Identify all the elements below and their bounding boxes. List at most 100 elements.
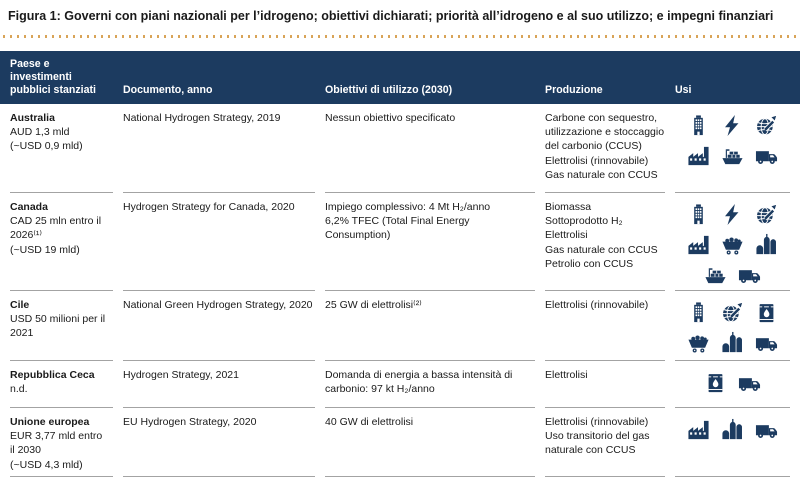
transport-icon [754,418,779,441]
objective-line: Nessun obiettivo specificato [325,112,456,125]
mining-icon [686,331,711,354]
column-header-documento: Documento, anno [123,84,213,97]
investment-line: il 2030 [10,444,41,457]
table-row: Australia AUD 1,3 mld (~USD 0,9 mld) Nation… [0,104,800,192]
investment-line: (~USD 0,9 mld) [10,140,83,153]
column-header-paese: Paese e investimenti pubblici stanziati [10,57,96,97]
bottom-border-segment [545,475,665,477]
cell-uses [675,192,790,290]
cell-country-investment: Cile USD 50 milioni per il 2021 [10,290,113,360]
cell-production: Carbone con sequestro, utilizzazione e s… [545,104,665,192]
cell-document: Hydrogen Strategy for Canada, 2020 [123,192,315,290]
electricity-icon [720,114,745,137]
cell-uses [675,290,790,360]
building-icon [686,203,711,226]
table-row: Cile USD 50 milioni per il 2021 National Gr… [0,290,800,360]
transport-icon [754,331,779,354]
investment-line: AUD 1,3 mld [10,126,70,139]
table-row: Repubblica Ceca n.d. Hydrogen Strategy, 20… [0,360,800,407]
production-item: Elettrolisi [545,229,588,242]
uses-icon-group [675,368,790,394]
cell-objectives: 25 GW di elettrolisi⁽²⁾ [325,290,535,360]
refinery-icon [754,233,779,256]
transport-icon [737,371,762,394]
investment-line: n.d. [10,383,28,396]
uses-icon-group [675,200,790,286]
shipping-icon [703,263,728,286]
cell-production: Elettrolisi (rinnovabile) Uso transitorio… [545,407,665,475]
column-header-obiettivi: Obiettivi di utilizzo (2030) [325,84,453,97]
bottom-border-segment [123,475,315,477]
document-name: EU Hydrogen Strategy, 2020 [123,416,257,429]
electricity-icon [720,203,745,226]
export-icon [720,301,745,324]
objective-line: Impiego complessivo: 4 Mt H₂/anno [325,201,491,214]
uses-icon-group [675,415,790,441]
oil-icon [754,301,779,324]
figure-title: Figura 1: Governi con piani nazionali pe… [8,9,774,23]
cell-production: Elettrolisi [545,360,665,407]
mining-icon [720,233,745,256]
industry-icon [686,418,711,441]
production-item: Carbone con sequestro, utilizzazione e s… [545,112,665,153]
cell-objectives: Domanda di energia a bassa intensità di … [325,360,535,407]
industry-icon [686,144,711,167]
column-header-produzione: Produzione [545,84,603,97]
production-item: Sottoprodotto H₂ [545,215,623,228]
investment-line: USD 50 milioni per il [10,313,106,326]
production-item: Elettrolisi [545,369,588,382]
cell-document: National Green Hydrogen Strategy, 2020 [123,290,315,360]
cell-document: EU Hydrogen Strategy, 2020 [123,407,315,475]
production-item: Gas naturale con CCUS [545,243,658,256]
refinery-icon [720,418,745,441]
country-name: Repubblica Ceca [10,369,95,382]
investment-line: EUR 3,77 mld entro [10,430,103,443]
investment-line: 2021 [10,327,34,340]
industry-icon [686,233,711,256]
country-name: Cile [10,299,30,312]
document-name: National Green Hydrogen Strategy, 2020 [123,299,313,312]
cell-country-investment: Canada CAD 25 mln entro il 2026⁽¹⁾ (~USD 19… [10,192,113,290]
cell-production: Elettrolisi (rinnovabile) [545,290,665,360]
objective-line: 40 GW di elettrolisi [325,416,414,429]
building-icon [686,114,711,137]
cell-uses [675,360,790,407]
bottom-border-segment [675,475,790,477]
objective-line: Domanda di energia a bassa intensità di … [325,369,513,396]
uses-icon-group [675,298,790,354]
export-icon [754,203,779,226]
document-name: Hydrogen Strategy for Canada, 2020 [123,201,295,214]
country-name: Canada [10,201,48,214]
objective-line: 25 GW di elettrolisi⁽²⁾ [325,299,422,312]
cell-objectives: Nessun obiettivo specificato [325,104,535,192]
production-item: Petrolio con CCUS [545,257,634,270]
transport-icon [754,144,779,167]
cell-objectives: 40 GW di elettrolisi [325,407,535,475]
objective-line: 6,2% TFEC (Total Final Energy Consumptio… [325,215,470,242]
investment-line: (~USD 4,3 mld) [10,458,83,471]
document-name: Hydrogen Strategy, 2021 [123,369,239,382]
building-icon [686,301,711,324]
table-bottom-border [0,475,800,477]
production-item: Elettrolisi (rinnovabile) [545,416,649,429]
country-name: Unione europea [10,416,90,429]
cell-uses [675,407,790,475]
investment-line: (~USD 19 mld) [10,243,80,256]
production-item: Elettrolisi (rinnovabile) [545,299,649,312]
bottom-border-segment [10,475,113,477]
table-body: Australia AUD 1,3 mld (~USD 0,9 mld) Nation… [0,104,800,477]
cell-country-investment: Unione europea EUR 3,77 mld entro il 2030(… [10,407,113,475]
production-item: Biomassa [545,201,592,214]
table-row: Canada CAD 25 mln entro il 2026⁽¹⁾ (~USD 19… [0,192,800,290]
table-row: Unione europea EUR 3,77 mld entro il 2030(… [0,407,800,475]
column-header-usi: Usi [675,84,692,97]
production-item: Uso transitorio del gas naturale con CCU… [545,430,650,457]
investment-line: CAD 25 mln entro il [10,215,102,228]
cell-production: Biomassa Sottoprodotto H₂ Elettrolisi Gas n… [545,192,665,290]
dotted-divider [3,34,797,38]
cell-country-investment: Australia AUD 1,3 mld (~USD 0,9 mld) [10,104,113,192]
document-name: National Hydrogen Strategy, 2019 [123,112,281,125]
refinery-icon [720,331,745,354]
production-item: Gas naturale con CCUS [545,168,658,181]
